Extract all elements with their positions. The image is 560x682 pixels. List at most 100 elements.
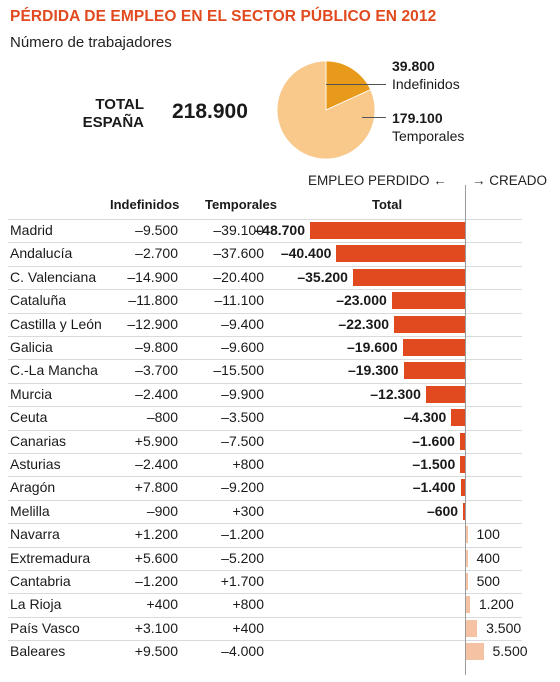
table-row: País Vasco +3.100 +400 3.500 xyxy=(0,616,560,640)
table-row: Extremadura +5.600 –5.200 400 xyxy=(0,546,560,570)
cell-temporales: +800 xyxy=(232,456,264,472)
cell-region: C. Valenciana xyxy=(10,268,97,285)
total-value: 218.900 xyxy=(172,100,248,123)
total-value-label: –35.200 xyxy=(297,268,348,285)
total-label-line2: ESPAÑA xyxy=(82,114,144,131)
pie-name-temporales: Temporales xyxy=(392,128,465,144)
row-divider xyxy=(8,406,522,408)
total-bar xyxy=(466,549,468,567)
row-divider xyxy=(8,359,522,361)
table-row: Ceuta –800 –3.500 –4.300 xyxy=(0,406,560,429)
total-value-label: –600 xyxy=(426,502,459,519)
cell-indefinidos: +9.500 xyxy=(134,643,178,660)
total-value-label: 5.500 xyxy=(492,643,528,660)
total-bar xyxy=(394,315,465,333)
cell-temporales: –9.400 xyxy=(221,315,264,332)
total-value-label: –12.300 xyxy=(370,385,421,402)
total-bar xyxy=(466,526,468,544)
row-divider xyxy=(8,523,522,525)
total-bar xyxy=(466,573,468,590)
row-divider xyxy=(8,289,522,291)
total-label: TOTAL ESPAÑA xyxy=(58,96,144,132)
cell-temporales: –15.500 xyxy=(213,362,264,379)
table-row: Navarra +1.200 –1.200 100 xyxy=(0,523,560,546)
row-divider xyxy=(8,219,522,220)
total-bar xyxy=(459,432,465,450)
row-divider xyxy=(8,429,522,431)
cell-region: Castilla y León xyxy=(10,315,102,332)
cell-indefinidos: +5.900 xyxy=(134,432,178,449)
row-divider xyxy=(8,640,522,642)
total-value-label: –40.400 xyxy=(280,245,332,262)
cell-temporales: –1.200 xyxy=(221,526,264,543)
column-header-total: Total xyxy=(372,197,403,212)
direction-created-label: → CREADO xyxy=(472,173,548,188)
pie-leader-indefinidos xyxy=(326,84,386,85)
cell-region: Extremadura xyxy=(10,549,91,566)
cell-temporales: –4.000 xyxy=(221,643,264,660)
total-value-label: –19.300 xyxy=(347,362,399,379)
direction-lost-label: EMPLEO PERDIDO ← xyxy=(308,173,447,188)
table-row: Melilla –900 +300 –600 xyxy=(0,499,560,523)
cell-region: Asturias xyxy=(10,456,61,472)
cell-region: Aragón xyxy=(10,479,56,496)
cell-region: Navarra xyxy=(10,526,60,543)
zero-axis-line xyxy=(465,185,466,675)
cell-temporales: +1.700 xyxy=(220,573,264,589)
total-value-label: –19.600 xyxy=(347,339,398,355)
cell-indefinidos: –2.400 xyxy=(135,385,178,402)
cell-temporales: –9.900 xyxy=(221,385,264,402)
total-value-label: –1.600 xyxy=(412,432,455,449)
total-value-label: 400 xyxy=(476,549,500,566)
pie-value-temporales: 179.100 xyxy=(392,110,443,126)
cell-temporales: +800 xyxy=(232,596,264,613)
total-bar xyxy=(460,479,465,497)
total-bar xyxy=(466,596,470,614)
total-value-label: –4.300 xyxy=(403,409,447,426)
table-row: Madrid –9.500 –39.100 –48.700 xyxy=(0,219,560,242)
cell-region: Murcia xyxy=(10,385,53,402)
total-bar xyxy=(402,339,465,356)
total-value-label: 1.200 xyxy=(478,596,514,613)
cell-temporales: –37.600 xyxy=(213,245,264,262)
table-row: Cataluña –11.800 –11.100 –23.000 xyxy=(0,289,560,312)
cell-region: La Rioja xyxy=(10,596,62,613)
total-bar xyxy=(310,222,465,239)
cell-region: Madrid xyxy=(10,222,53,238)
cell-region: Ceuta xyxy=(10,409,48,426)
cell-indefinidos: –12.900 xyxy=(127,315,178,332)
cell-indefinidos: +1.200 xyxy=(134,526,178,543)
column-header-indefinidos: Indefinidos xyxy=(110,197,180,212)
total-value-label: –48.700 xyxy=(254,222,305,238)
cell-temporales: –3.500 xyxy=(221,409,264,426)
row-divider xyxy=(8,242,522,244)
total-bar xyxy=(451,409,465,427)
row-divider xyxy=(8,546,522,548)
total-value-label: 500 xyxy=(476,573,500,589)
total-bar xyxy=(391,292,465,310)
total-bar xyxy=(403,362,465,380)
cell-region: Melilla xyxy=(10,502,50,519)
cell-temporales: –5.200 xyxy=(221,549,264,566)
cell-temporales: –9.200 xyxy=(221,479,264,496)
chart-subtitle: Número de trabajadores xyxy=(10,34,172,51)
row-divider xyxy=(8,265,522,267)
cell-indefinidos: +5.600 xyxy=(134,549,178,566)
cell-indefinidos: –14.900 xyxy=(127,268,178,285)
cell-indefinidos: –9.500 xyxy=(135,222,178,238)
cell-indefinidos: +7.800 xyxy=(134,479,178,496)
cell-indefinidos: –2.400 xyxy=(135,456,178,472)
cell-indefinidos: –9.800 xyxy=(135,339,178,355)
column-header-temporales: Temporales xyxy=(205,197,278,212)
total-bar xyxy=(460,456,465,473)
cell-indefinidos: –2.700 xyxy=(135,245,178,262)
table-row: Murcia –2.400 –9.900 –12.300 xyxy=(0,382,560,406)
table-row: C. Valenciana –14.900 –20.400 –35.200 xyxy=(0,265,560,289)
row-divider xyxy=(8,312,522,314)
cell-indefinidos: –800 xyxy=(146,409,178,426)
cell-region: Canarias xyxy=(10,432,67,449)
cell-indefinidos: +400 xyxy=(146,596,178,613)
cell-region: Baleares xyxy=(10,643,66,660)
cell-region: País Vasco xyxy=(10,619,80,636)
cell-indefinidos: –3.700 xyxy=(135,362,178,379)
